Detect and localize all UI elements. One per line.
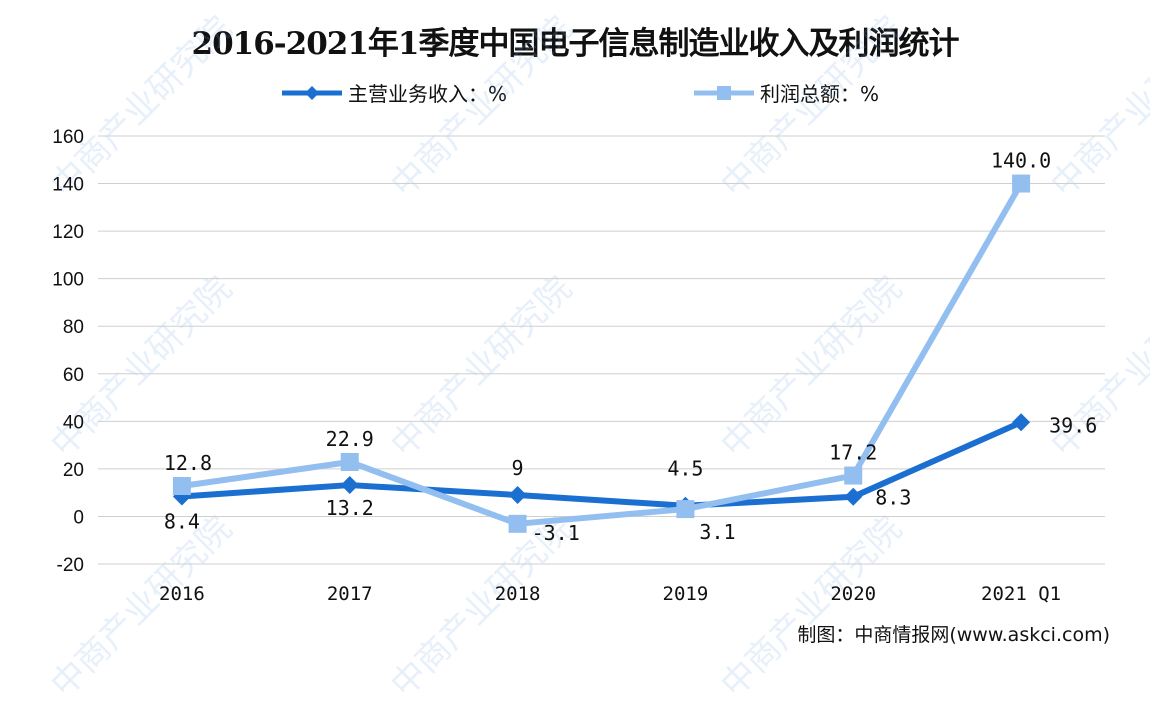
data-label: 4.5 (667, 457, 703, 481)
x-tick-label: 2017 (327, 583, 373, 605)
y-tick-label: 140 (52, 175, 84, 196)
legend: 主营业务收入：% 利润总额：% (0, 78, 1150, 108)
data-point-diamond (1012, 413, 1031, 432)
y-tick-label: 0 (73, 507, 84, 528)
x-tick-label: 2021 Q1 (981, 583, 1061, 605)
data-label: 3.1 (699, 520, 735, 544)
legend-square-marker-icon (694, 85, 754, 100)
data-label: 8.4 (164, 509, 200, 533)
series-line-0 (181, 419, 1023, 509)
data-point-square (508, 514, 527, 533)
y-tick-label: 100 (52, 270, 84, 291)
line-chart: -20 0 20 40 60 80 100 120 140 160 2016 2017 2018 2019… (52, 127, 1105, 605)
x-tick-label: 2018 (495, 583, 541, 605)
data-point-square (676, 500, 695, 519)
data-point-diamond (508, 486, 527, 505)
data-point-diamond (340, 476, 359, 495)
y-tick-label: 60 (63, 365, 84, 386)
x-tick-label: 2020 (830, 583, 876, 605)
legend-diamond-marker-icon (282, 85, 342, 100)
data-point-square (844, 466, 863, 485)
data-label: 9 (512, 456, 524, 480)
data-label: 8.3 (875, 486, 911, 510)
data-point-square (340, 452, 359, 471)
data-point-diamond (844, 487, 863, 506)
y-tick-label: 40 (63, 412, 84, 433)
data-label: 140.0 (991, 149, 1051, 173)
y-tick-label: 80 (63, 317, 84, 338)
data-label: 12.8 (164, 451, 212, 475)
legend-item-revenue: 主营业务收入：% (282, 78, 507, 107)
data-label: 39.6 (1049, 413, 1097, 437)
legend-label-profit: 利润总额：% (760, 82, 880, 106)
x-tick-label: 2016 (159, 583, 205, 605)
source-note: 制图：中商情报网(www.askci.com) (797, 624, 1110, 646)
data-label: -3.1 (532, 521, 580, 545)
legend-item-profit: 利润总额：% (694, 78, 879, 107)
chart-title: 2016-2021年1季度中国电子信息制造业收入及利润统计 (191, 26, 960, 62)
data-label: 22.9 (326, 427, 374, 451)
data-point-square (1012, 174, 1031, 193)
x-tick-label: 2019 (663, 583, 709, 605)
y-tick-label: 120 (52, 222, 84, 243)
series-line-1 (181, 182, 1024, 527)
data-label: 17.2 (829, 441, 877, 465)
data-label: 13.2 (326, 496, 374, 520)
y-tick-label: 160 (52, 127, 84, 148)
y-tick-label: -20 (57, 555, 84, 576)
legend-label-revenue: 主营业务收入：% (348, 82, 508, 106)
data-point-square (172, 477, 191, 496)
y-tick-label: 20 (63, 460, 84, 481)
